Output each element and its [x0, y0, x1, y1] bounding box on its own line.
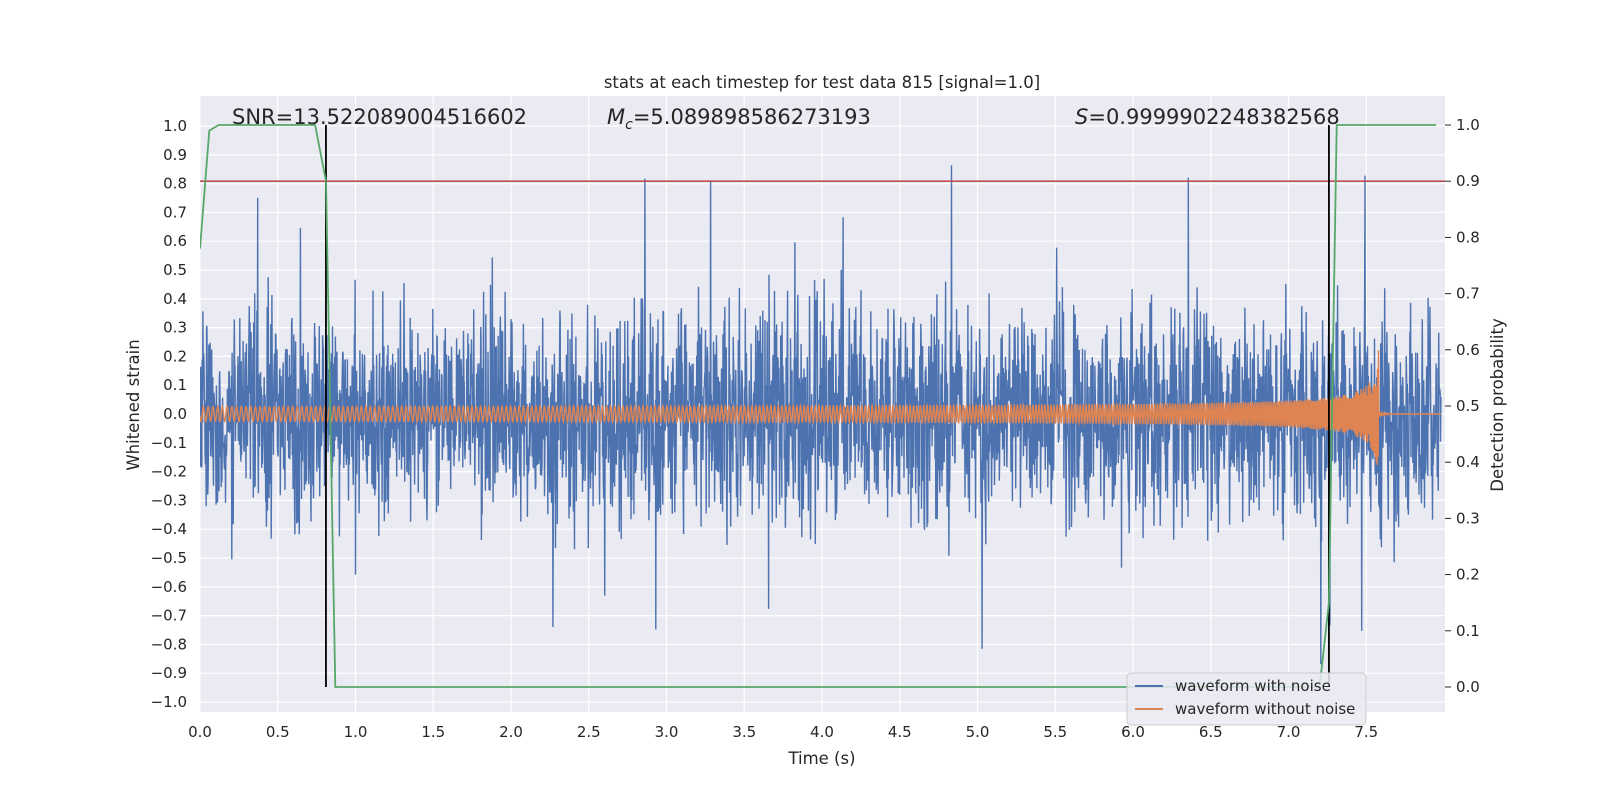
y-tick-label: 0.3	[163, 319, 187, 337]
x-tick-label: 5.0	[966, 723, 990, 741]
y-tick-label: −0.1	[151, 434, 187, 452]
y-tick-label: −0.7	[151, 607, 187, 625]
y-right-tick-label: 0.6	[1456, 341, 1480, 359]
y-tick-label: 0.5	[163, 261, 187, 279]
y-axis-label: Whitened strain	[124, 339, 143, 470]
y-tick-label: −0.4	[151, 520, 187, 538]
x-tick-label: 4.5	[888, 723, 912, 741]
y-right-tick-label: 0.3	[1456, 509, 1480, 527]
y-right-tick-label: 0.1	[1456, 622, 1480, 640]
y-right-tick-label: 0.9	[1456, 172, 1480, 190]
x-tick-label: 1.5	[421, 723, 445, 741]
y-right-tick-label: 0.0	[1456, 678, 1480, 696]
x-tick-label: 4.0	[810, 723, 834, 741]
legend-label-clean: waveform without noise	[1175, 700, 1355, 718]
x-tick-label: 7.0	[1277, 723, 1301, 741]
y-right-tick-label: 0.5	[1456, 397, 1480, 415]
y-axis-ticks: −1.0 −0.9 −0.8 −0.7 −0.6 −0.5 −0.4 −0.3 −0.2 −0.1…	[151, 117, 187, 711]
x-axis-ticks: 0.0 0.5 1.0 1.5 2.0 2.5 3.0 3.5 4.0 4.5 5.0 5.5 6.0 6…	[188, 723, 1378, 741]
score-annotation: S=0.9999902248382568	[1075, 105, 1340, 129]
chart-title: stats at each timestep for test data 815…	[604, 73, 1040, 92]
score-symbol: S	[1075, 105, 1088, 129]
y-tick-label: 0.2	[163, 347, 187, 365]
x-tick-label: 2.5	[577, 723, 601, 741]
y-right-tick-label: 0.4	[1456, 453, 1480, 471]
y-tick-label: 0.0	[163, 405, 187, 423]
y-tick-label: −0.5	[151, 549, 187, 567]
snr-annotation: SNR=13.522089004516602	[232, 105, 527, 129]
x-tick-label: 7.5	[1354, 723, 1378, 741]
x-tick-label: 0.0	[188, 723, 212, 741]
y-tick-label: −0.2	[151, 463, 187, 481]
x-axis-label: Time (s)	[787, 749, 855, 768]
series-detection-probability	[200, 124, 1437, 688]
y-tick-label: 0.1	[163, 376, 187, 394]
score-value: =0.9999902248382568	[1088, 105, 1339, 129]
y-right-tick-label: 0.7	[1456, 285, 1480, 303]
x-tick-label: 3.0	[655, 723, 679, 741]
x-tick-label: 6.5	[1199, 723, 1223, 741]
y-tick-label: 1.0	[163, 117, 187, 135]
y-tick-label: −0.3	[151, 491, 187, 509]
x-tick-label: 5.5	[1043, 723, 1067, 741]
y-right-tick-label: 0.8	[1456, 228, 1480, 246]
x-tick-label: 2.0	[499, 723, 523, 741]
y-tick-label: −0.8	[151, 635, 187, 653]
y-axis-right-ticks: 0.0 0.1 0.2 0.3 0.4 0.5 0.6 0.7 0.8 0.9 1.0	[1445, 116, 1480, 696]
chirp-mass-symbol: M	[607, 105, 625, 129]
chirp-mass-annotation: Mc=5.089898586273193	[607, 105, 871, 133]
y-tick-label: 0.6	[163, 232, 187, 250]
y-right-tick-label: 0.2	[1456, 566, 1480, 584]
x-tick-label: 6.0	[1121, 723, 1145, 741]
series-waveform-with-noise	[200, 165, 1442, 665]
x-tick-label: 0.5	[266, 723, 290, 741]
legend-box	[1126, 672, 1367, 726]
y-tick-label: 0.9	[163, 146, 187, 164]
y-right-tick-label: 1.0	[1456, 116, 1480, 134]
y-tick-label: −0.6	[151, 578, 187, 596]
y-tick-label: 0.8	[163, 175, 187, 193]
chirp-mass-subscript: c	[625, 117, 633, 133]
y-tick-label: 0.4	[163, 290, 187, 308]
chirp-mass-value: =5.089898586273193	[633, 105, 871, 129]
x-tick-label: 1.0	[344, 723, 368, 741]
y-tick-label: −1.0	[151, 693, 187, 711]
series-waveform-without-noise	[200, 349, 1441, 465]
legend-label-noise: waveform with noise	[1175, 677, 1331, 695]
y-tick-label: 0.7	[163, 203, 187, 221]
x-tick-label: 3.5	[732, 723, 756, 741]
legend: waveform with noise waveform without noi…	[1126, 672, 1367, 726]
y-tick-label: −0.9	[151, 664, 187, 682]
y-axis-right-label: Detection probability	[1488, 318, 1507, 492]
